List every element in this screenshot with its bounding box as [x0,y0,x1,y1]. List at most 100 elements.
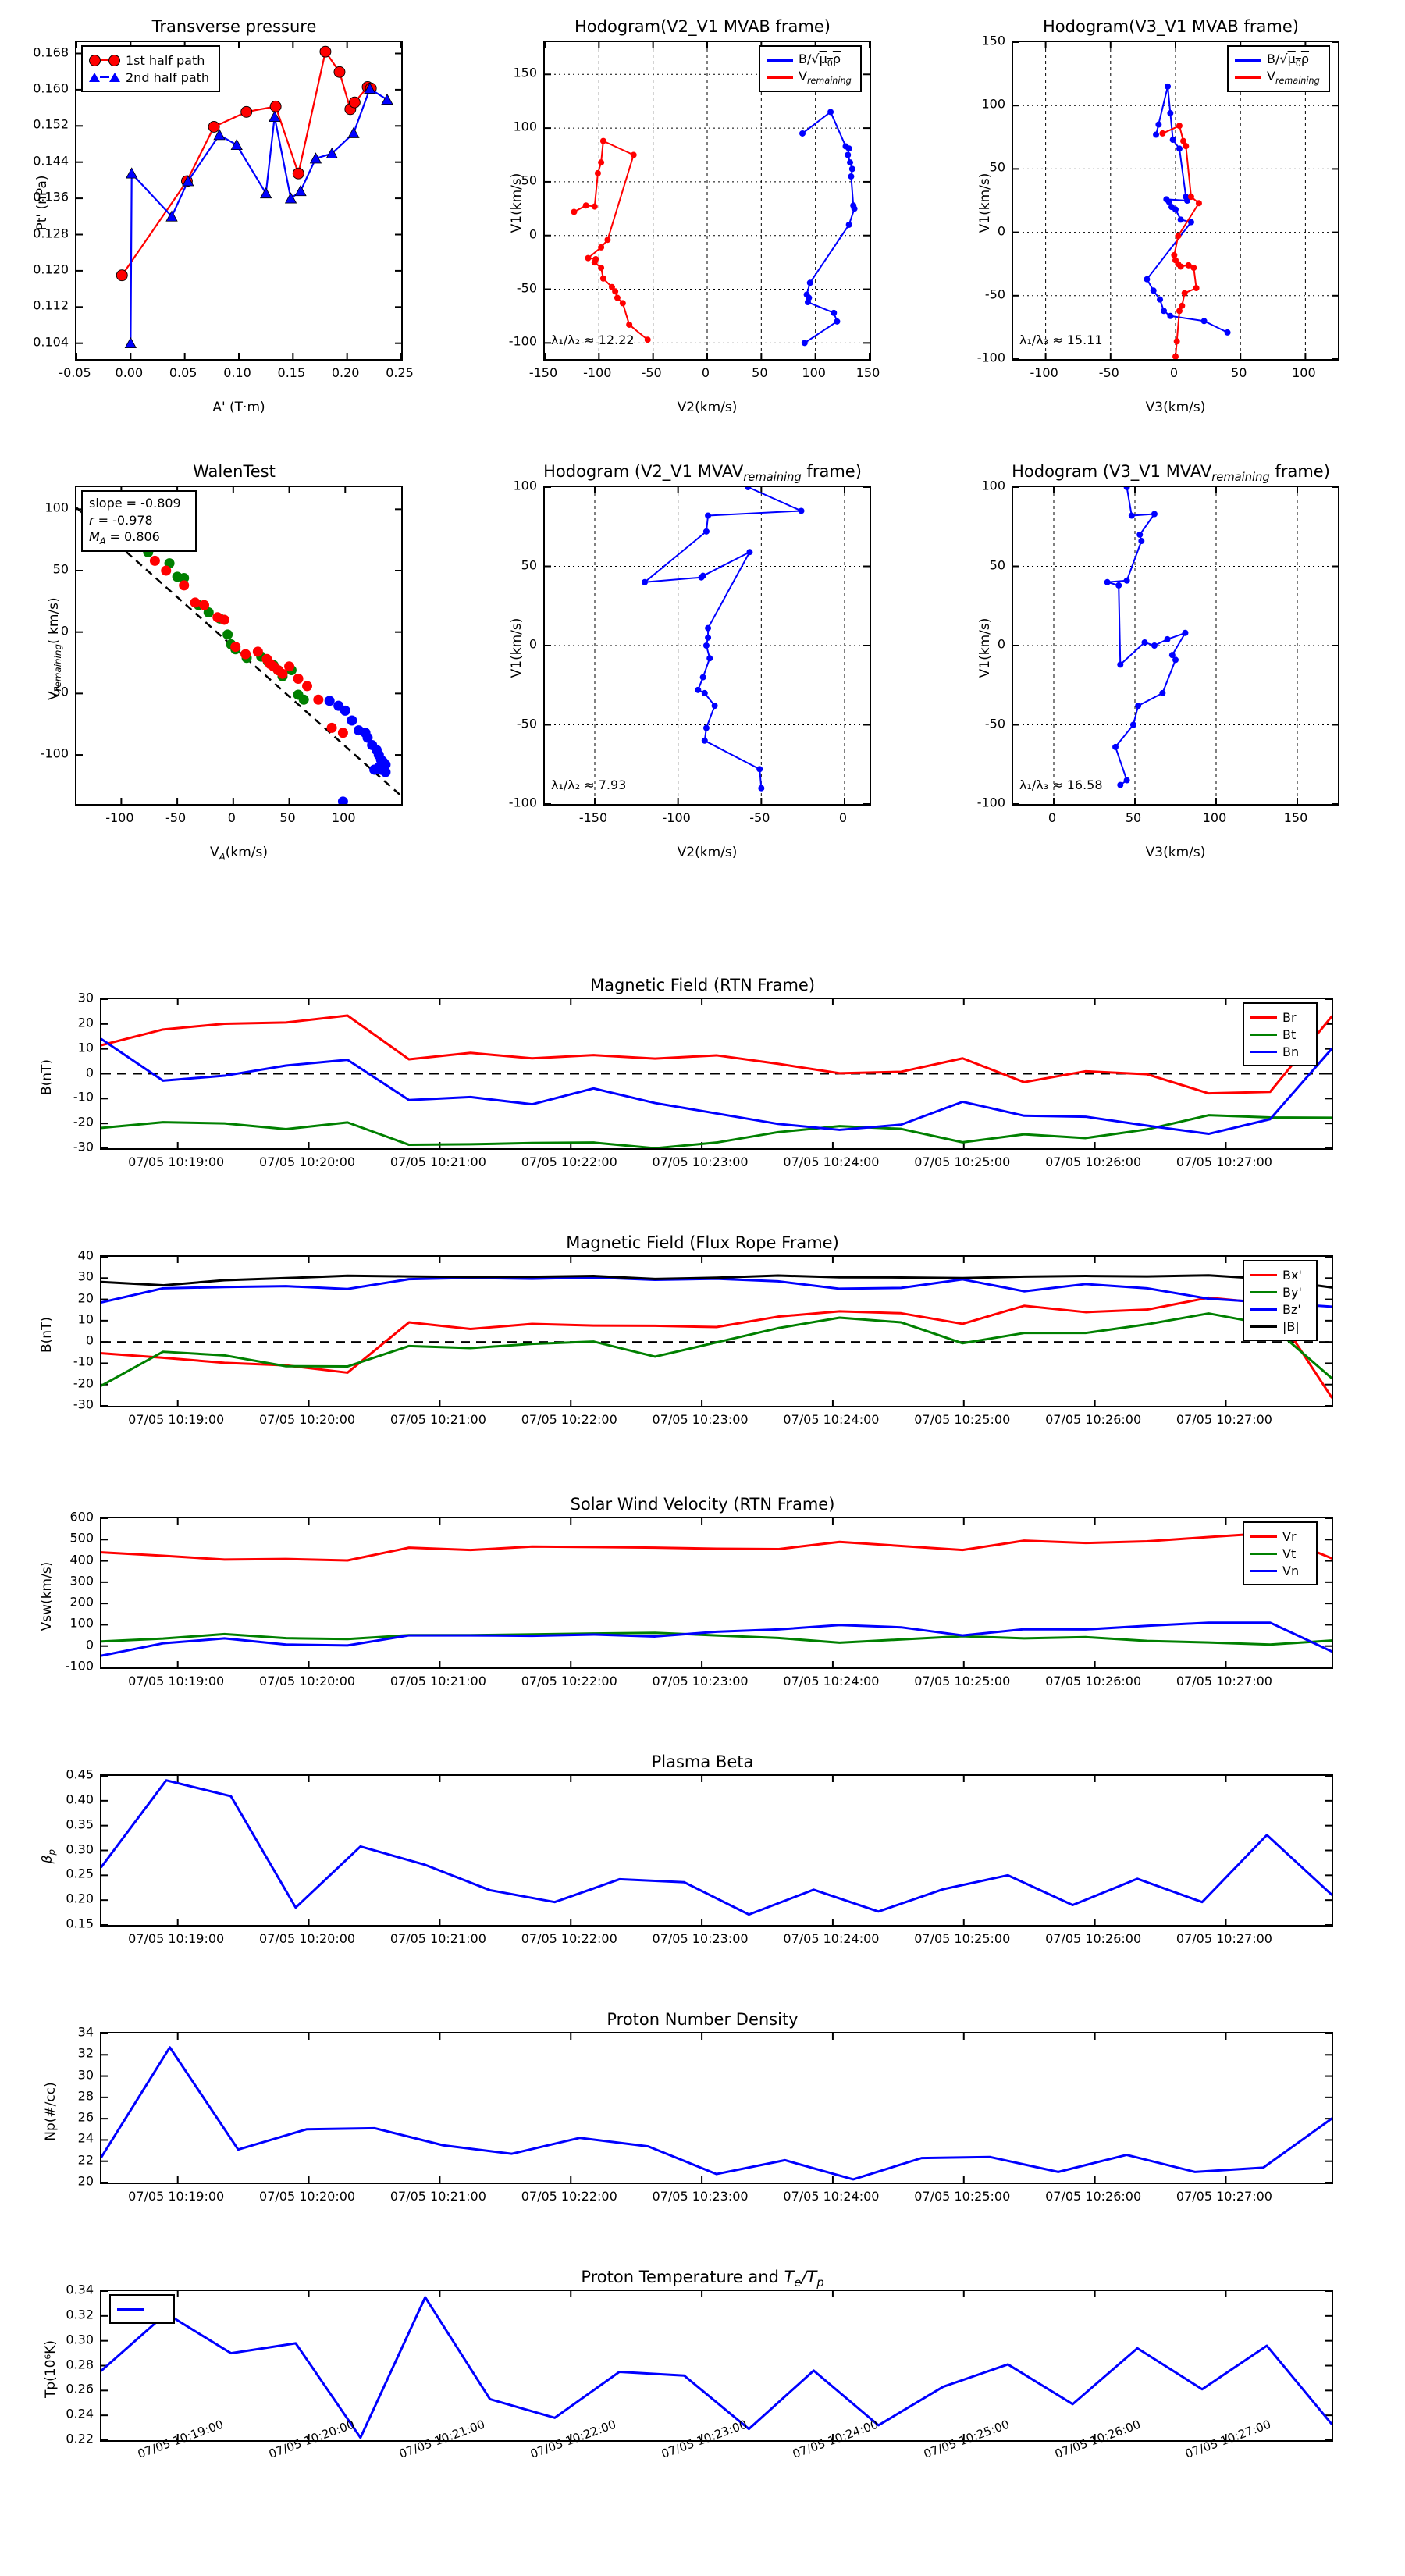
y-tick-label: 50 [989,557,1005,572]
y-tick-label: 100 [513,478,537,493]
x-tick-label: 07/05 10:23:00 [652,1931,749,1946]
x-tick-label: 07/05 10:26:00 [1045,2189,1142,2204]
panel-title: Hodogram (V3_V1 MVAVremaining frame) [1012,462,1330,485]
y-tick-label: 0 [85,1637,94,1653]
legend-label: Bx' [1282,1267,1302,1283]
y-tick-label: -100 [976,350,1005,365]
legend-hodogram-v3-mvab[interactable]: B/√μ0ρ Vremaining [1227,45,1330,92]
x-tick-label: 07/05 10:23:00 [652,1155,749,1169]
panel-title: Plasma Beta [651,1752,754,1771]
legend-item: Bt [1250,1026,1308,1043]
legend-item: Bz' [1250,1300,1308,1318]
legend-label: Bt [1282,1026,1297,1042]
panel-title: Transverse pressure [151,17,317,36]
y-tick-label: 20 [77,1290,94,1306]
y-tick-label: 0 [997,636,1005,652]
legend-item: B/√μ0ρ [1235,52,1321,69]
x-tick-label: 07/05 10:20:00 [259,2189,356,2204]
y-tick-label: 30 [77,1268,94,1284]
x-tick-label: 50 [1125,810,1142,825]
plot-area-hodogram-v3-mvav [1012,486,1339,806]
y-tick-label: 500 [69,1530,94,1546]
legend-transverse-pressure[interactable]: 1st half path 2nd half path [81,45,220,92]
x-tick-label: 100 [802,365,826,380]
y-tick-label: 100 [981,478,1005,493]
y-tick-label: 100 [981,96,1005,112]
y-tick-label: 150 [513,65,537,80]
x-axis-label: V3(km/s) [1145,400,1206,415]
circle-marker-icon [89,54,101,66]
legend-tp[interactable] [109,2294,175,2324]
panel-hodogram-v3-mvab: Hodogram(V3_V1 MVAB frame) V1(km/s) V3(k… [937,0,1405,437]
y-tick-label: 50 [52,561,69,577]
y-tick-label: 40 [77,1247,94,1263]
y-tick-label: 0.28 [66,2357,94,2371]
x-tick-label: 0.15 [277,365,306,380]
y-tick-label: 22 [77,2152,94,2168]
x-tick-label: -100 [105,810,134,825]
legend-item: Vr [1250,1528,1308,1545]
panel-hodogram-v3-mvav: Hodogram (V3_V1 MVAVremaining frame) V1(… [937,445,1405,882]
x-tick-label: 07/05 10:24:00 [783,1931,880,1946]
x-tick-label: 07/05 10:21:00 [389,1931,486,1946]
y-tick-label: 0.25 [66,1866,94,1881]
panel-b-fr: Magnetic Field (Flux Rope Frame) B(nT) B… [0,1233,1405,1460]
y-tick-label: 300 [69,1573,94,1589]
legend-label: Vr [1282,1528,1297,1544]
y-tick-label: -50 [984,286,1005,302]
legend-hodogram-v2-mvab[interactable]: B/√μ0ρ Vremaining [759,45,862,92]
legend-label: 1st half path [126,52,205,68]
circle-marker-icon [108,54,120,66]
legend-vsw[interactable]: Vr Vt Vn [1243,1521,1318,1585]
y-tick-label: 600 [69,1509,94,1525]
x-tick-label: 07/05 10:21:00 [389,1155,486,1169]
legend-b-rtn[interactable]: Br Bt Bn [1243,1002,1318,1066]
y-tick-label: 0.45 [66,1767,94,1782]
y-tick-label: 0 [528,226,537,242]
x-tick-label: 0 [1169,365,1179,380]
x-tick-label: 0 [701,365,710,380]
x-tick-label: 150 [1283,810,1308,825]
y-tick-label: -30 [73,1397,94,1412]
x-tick-label: 0.05 [169,365,197,380]
walen-ma: MA = 0.806 [89,529,160,547]
y-tick-label: 50 [521,557,537,572]
y-tick-label: 0.160 [33,80,69,96]
y-tick-label: 20 [77,1015,94,1030]
y-tick-label: -10 [73,1354,94,1369]
plot-area-hodogram-v2-mvab [543,41,871,361]
panel-hodogram-v2-mvav: Hodogram (V2_V1 MVAVremaining frame) V1(… [468,445,937,882]
y-tick-label: -50 [48,684,69,699]
legend-b-fr[interactable]: Bx' By' Bz' |B| [1243,1260,1318,1341]
y-tick-label: -100 [508,795,537,810]
x-axis-label: VA(km/s) [209,845,269,863]
y-tick-label: 100 [513,119,537,134]
legend-item [117,2300,165,2318]
eigenvalue-ratio-annotation: λ₁/λ₂ ≈ 7.93 [551,777,627,792]
x-tick-label: 07/05 10:27:00 [1176,2189,1272,2204]
eigenvalue-ratio-annotation: λ₁/λ₃ ≈ 15.11 [1019,333,1103,347]
triangle-marker-icon [109,73,120,82]
x-axis-label: V2(km/s) [677,845,738,860]
y-tick-label: 30 [77,2067,94,2083]
x-axis-label: V2(km/s) [677,400,738,415]
x-tick-label: 07/05 10:27:00 [1176,1931,1272,1946]
x-tick-label: 07/05 10:20:00 [259,1674,356,1688]
legend-item: Vremaining [1235,69,1321,86]
y-tick-label: 0.35 [66,1816,94,1832]
x-tick-label: 07/05 10:19:00 [128,1412,225,1427]
y-tick-label: -50 [516,716,537,731]
legend-item: Bn [1250,1043,1308,1060]
x-tick-label: 07/05 10:20:00 [259,1931,356,1946]
y-tick-label: -20 [73,1375,94,1391]
x-tick-label: 07/05 10:22:00 [521,1931,617,1946]
x-tick-label: 07/05 10:26:00 [1045,1931,1142,1946]
x-tick-label: 07/05 10:22:00 [521,1412,617,1427]
y-tick-label: 32 [77,2045,94,2061]
panel-title: Proton Temperature and Te/Tp [581,2268,824,2290]
y-tick-label: 28 [77,2088,94,2104]
x-tick-label: 07/05 10:20:00 [259,1155,356,1169]
y-tick-label: 0.120 [33,262,69,277]
legend-label: Vremaining [799,68,852,87]
y-tick-label: 0.40 [66,1791,94,1807]
